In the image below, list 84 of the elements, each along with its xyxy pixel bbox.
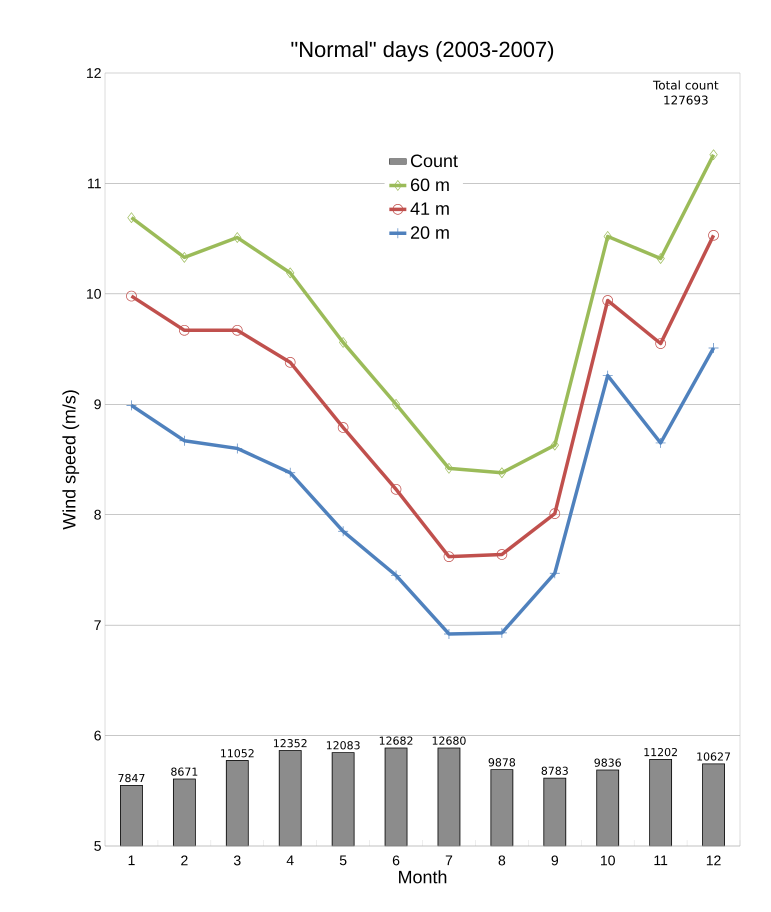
bar: [120, 784, 143, 846]
data-label: 12352: [274, 739, 307, 748]
point: [602, 295, 614, 306]
point: [286, 268, 294, 278]
bar: [278, 750, 302, 846]
bar: [438, 748, 460, 846]
point: [180, 252, 188, 263]
x-axis-title: Month: [399, 870, 446, 884]
point: [390, 484, 402, 495]
point: [550, 440, 559, 450]
y-axis-title: Wind speed (m/s): [62, 390, 80, 530]
point: [284, 356, 296, 368]
y-tick-label: 10: [87, 288, 101, 299]
y-tick-label: 9: [94, 399, 101, 410]
y-tick-label: 12: [87, 68, 101, 78]
point: [338, 526, 348, 537]
point: [338, 422, 348, 433]
point: [708, 230, 719, 241]
data-label: 9878: [488, 758, 516, 766]
point: [126, 400, 137, 411]
bar: [172, 778, 196, 846]
legend-label: 20 m: [410, 226, 449, 239]
y-tick-label: 8: [94, 510, 101, 520]
bar: [596, 770, 620, 846]
point: [392, 398, 400, 410]
data-label: 11052: [221, 749, 254, 758]
data-label: 7847: [118, 774, 144, 782]
data-label: 12680: [432, 736, 466, 745]
x-tick-label: 4: [286, 856, 294, 866]
x-tick-label: 5: [340, 856, 346, 866]
point: [284, 467, 296, 478]
point: [179, 324, 190, 336]
x-tick-label: 12: [706, 855, 721, 866]
x-tick-label: 6: [392, 855, 400, 866]
x-tick-label: 3: [234, 855, 241, 866]
x-tick-label: 11: [654, 856, 668, 866]
point: [656, 253, 665, 264]
legend-label: 41 m: [410, 202, 449, 215]
data-label: 11202: [644, 748, 677, 756]
y-tick-label: 7: [94, 620, 101, 630]
point: [233, 232, 242, 243]
annotation: Total count 127693: [652, 80, 718, 105]
point: [126, 290, 137, 302]
bar: [543, 778, 566, 846]
point: [390, 570, 402, 581]
bar: [649, 759, 672, 846]
point: [655, 338, 666, 349]
x-tick-label: 9: [552, 855, 558, 866]
data-label: 10627: [697, 752, 730, 761]
point: [444, 463, 454, 474]
data-label: 8671: [171, 768, 198, 776]
point: [444, 551, 454, 562]
point: [127, 212, 136, 223]
data-label: 12682: [380, 736, 412, 745]
data-label: 9836: [594, 758, 621, 767]
chart-title: "Normal" days (2003-2007): [291, 41, 554, 62]
point: [709, 149, 718, 160]
y-tick-label: 5: [94, 841, 101, 851]
bar: [226, 760, 249, 846]
x-tick-label: 2: [181, 855, 188, 866]
point: [604, 231, 612, 242]
x-tick-label: 1: [128, 856, 135, 866]
x-tick-label: 10: [601, 855, 615, 866]
point: [498, 467, 506, 478]
y-tick-label: 6: [94, 730, 101, 741]
x-tick-label: 8: [498, 855, 506, 866]
legend-label: 60 m: [410, 178, 449, 192]
point: [655, 438, 666, 448]
y-tick-label: 11: [88, 178, 101, 188]
point: [549, 568, 560, 579]
point: [232, 324, 243, 336]
point: [602, 370, 614, 381]
point: [496, 549, 508, 560]
point: [339, 337, 348, 348]
bar: [384, 748, 408, 846]
point: [708, 342, 719, 354]
data-label: 8783: [542, 766, 568, 775]
bar: [332, 752, 355, 846]
point: [549, 508, 560, 519]
data-label: 12083: [326, 741, 360, 750]
bar: [490, 769, 514, 846]
x-tick-label: 7: [446, 856, 452, 866]
bar: [702, 763, 725, 846]
legend-label: Count: [410, 154, 458, 168]
